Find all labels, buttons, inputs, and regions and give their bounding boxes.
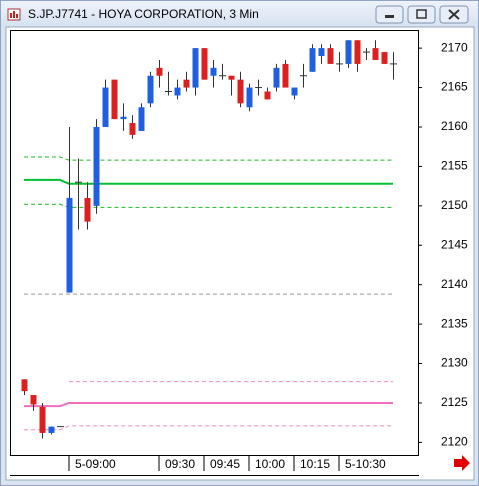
y-tick-label: 2140 xyxy=(441,277,468,291)
candle-body xyxy=(102,87,109,127)
candle-body xyxy=(174,87,181,96)
candle-body xyxy=(48,426,55,433)
band-line xyxy=(24,401,393,408)
y-tick-label: 2170 xyxy=(441,40,468,54)
minimize-button[interactable] xyxy=(375,5,404,24)
candle-body xyxy=(93,126,100,206)
candle-body xyxy=(120,116,127,120)
y-tick-label: 2150 xyxy=(441,198,468,212)
y-tick-label: 2130 xyxy=(441,356,468,370)
candle-body xyxy=(372,48,379,60)
y-tick-label: 2155 xyxy=(441,159,468,173)
candle-body xyxy=(201,48,208,80)
x-tick-label: 09:30 xyxy=(165,457,195,471)
y-tick-label: 2135 xyxy=(441,316,468,330)
candle-body xyxy=(84,197,91,222)
candle-body xyxy=(30,395,37,405)
restore-button[interactable] xyxy=(407,5,436,24)
x-tick-label: 5-09:00 xyxy=(75,457,116,471)
candle-body xyxy=(318,48,325,57)
candle-body xyxy=(66,197,73,293)
candle-body xyxy=(156,67,163,76)
plot-layer: 2120 2125 2130 2135 2140 2145 2150 2155 2160 2165… xyxy=(21,40,468,471)
candle-body xyxy=(354,40,361,64)
x-tick-label: 10:00 xyxy=(255,457,285,471)
candle-body xyxy=(246,87,253,108)
band-line xyxy=(24,203,393,208)
y-tick-label: 2165 xyxy=(441,80,468,94)
candle-body xyxy=(237,79,244,104)
candle-body xyxy=(183,79,190,88)
x-tick-label: 5-10:30 xyxy=(345,457,386,471)
band-line xyxy=(24,425,393,431)
candle-body xyxy=(138,107,145,131)
candle-body xyxy=(309,48,316,72)
y-tick-label: 2160 xyxy=(441,119,468,133)
candle-body xyxy=(192,48,199,88)
candle-body xyxy=(291,87,298,96)
candle-body xyxy=(228,75,235,80)
y-tick-label: 2145 xyxy=(441,237,468,251)
y-tick-label: 2125 xyxy=(441,395,468,409)
window-title: S.JP.J7741 - HOYA CORPORATION, 3 Min xyxy=(28,7,259,21)
x-tick-label: 09:45 xyxy=(210,457,240,471)
candle-body xyxy=(345,40,352,64)
candle-body xyxy=(381,52,388,64)
scroll-arrow[interactable] xyxy=(454,455,470,471)
candle-body xyxy=(282,63,289,88)
band-line xyxy=(24,156,393,161)
plot-area xyxy=(10,30,419,456)
candle-body xyxy=(210,67,217,76)
candle-body xyxy=(264,91,271,100)
candle-body xyxy=(111,79,118,120)
band-line xyxy=(24,178,393,185)
close-button[interactable] xyxy=(439,5,469,24)
window-icon xyxy=(7,8,21,21)
candle-body xyxy=(327,48,334,64)
candle-body xyxy=(273,67,280,88)
candle-body xyxy=(21,379,28,392)
x-tick-label: 10:15 xyxy=(300,457,330,471)
candle-body xyxy=(147,75,154,104)
y-tick-label: 2120 xyxy=(441,435,468,449)
candle-body xyxy=(129,123,136,135)
candle-body xyxy=(39,406,46,433)
